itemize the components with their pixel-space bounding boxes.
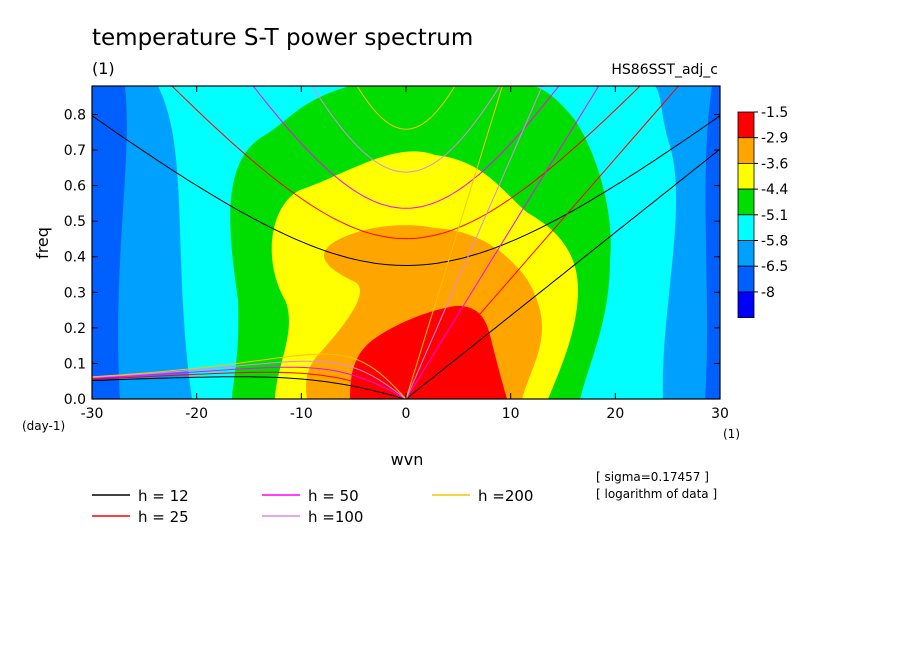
x-tick-label: 10 xyxy=(502,406,520,422)
colorbar-swatch xyxy=(737,291,755,318)
y-unit-label: (day-1) xyxy=(22,419,65,433)
kelvin-curve-h100 xyxy=(405,86,543,399)
y-tick-label: 0.1 xyxy=(64,356,86,372)
colorbar-swatch xyxy=(737,111,755,139)
y-tick-label: 0.7 xyxy=(64,143,86,159)
curve-legend: h = 12 h = 25 h = 50 h =100 h =200 xyxy=(92,487,533,526)
ig-curve-h12 xyxy=(92,115,720,267)
kelvin-curve-h200 xyxy=(405,86,503,399)
y-tick-label: 0.2 xyxy=(64,321,86,337)
dispersion-curves xyxy=(92,86,720,399)
ig-curve-h25 xyxy=(171,86,641,240)
contour-band-level-2.9 xyxy=(350,305,507,399)
y-axis: 0.0 0.1 0.2 0.3 0.4 0.5 0.6 0.7 0.8 xyxy=(64,107,720,408)
units-label: (1) xyxy=(92,59,115,78)
colorbar-label: -3.6 xyxy=(761,156,788,172)
y-tick-label: 0.3 xyxy=(64,285,86,301)
kelvin-curve-h50 xyxy=(405,86,600,399)
ig-curve-h200 xyxy=(356,86,456,130)
contour-fill xyxy=(92,86,720,399)
ig-curve-h100 xyxy=(311,86,501,173)
chart-title: temperature S-T power spectrum xyxy=(92,25,473,51)
colorbar-label: -8 xyxy=(761,285,775,301)
kelvin-curve-h12 xyxy=(405,148,720,399)
y-tick-label: 0.0 xyxy=(64,392,86,408)
y-tick-label: 0.6 xyxy=(64,179,86,195)
rossby-curve-h100 xyxy=(92,360,407,399)
legend-label: h = 25 xyxy=(138,508,189,526)
colorbar-label: -5.8 xyxy=(761,234,788,250)
rossby-curve-h25 xyxy=(92,371,407,399)
x-axis-title: wvn xyxy=(391,450,424,469)
colorbar-swatch xyxy=(737,214,755,241)
colorbar-swatch xyxy=(737,188,755,216)
legend-label: h = 12 xyxy=(138,487,189,505)
legend-label: h = 50 xyxy=(308,487,359,505)
x-axis: -30 -20 -10 0 10 20 30 xyxy=(81,86,729,422)
x-tick-label: 20 xyxy=(606,406,624,422)
x-tick-label: -10 xyxy=(290,406,313,422)
legend-label: h =100 xyxy=(308,508,363,526)
legend-label: h =200 xyxy=(478,487,533,505)
ig-curve-h50 xyxy=(252,86,560,209)
dataset-label: HS86SST_adj_c xyxy=(611,62,718,78)
colorbar-swatch xyxy=(737,162,755,190)
y-tick-label: 0.4 xyxy=(64,250,86,266)
colorbar-label: -2.9 xyxy=(761,131,788,147)
x-tick-label: -30 xyxy=(81,406,104,422)
x-tick-label: 0 xyxy=(402,406,411,422)
x-tick-label: 30 xyxy=(711,406,729,422)
colorbar-label: -4.4 xyxy=(761,182,788,198)
colorbar-swatch xyxy=(737,265,755,293)
sigma-note: [ sigma=0.17457 ] xyxy=(596,470,709,484)
rossby-curve-h50 xyxy=(92,366,407,399)
y-tick-label: 0.5 xyxy=(64,214,86,230)
colorbar-swatch xyxy=(737,240,755,267)
x-tick-label: -20 xyxy=(185,406,208,422)
colorbar-label: -6.5 xyxy=(761,259,788,275)
colorbar: -1.5 -2.9 -3.6 -4.4 -5.1 -5.8 -6.5 -8 xyxy=(737,105,788,318)
rossby-curve-h12 xyxy=(92,376,407,399)
y-axis-title: freq xyxy=(33,227,52,259)
y-tick-label: 0.8 xyxy=(64,107,86,123)
logarithm-note: [ logarithm of data ] xyxy=(596,487,717,501)
colorbar-label: -5.1 xyxy=(761,208,788,224)
x-unit-label: (1) xyxy=(723,427,740,441)
colorbar-label: -1.5 xyxy=(761,105,788,121)
kelvin-curve-h25 xyxy=(405,86,680,399)
rossby-curve-h200 xyxy=(92,353,407,399)
colorbar-swatch xyxy=(737,137,755,164)
